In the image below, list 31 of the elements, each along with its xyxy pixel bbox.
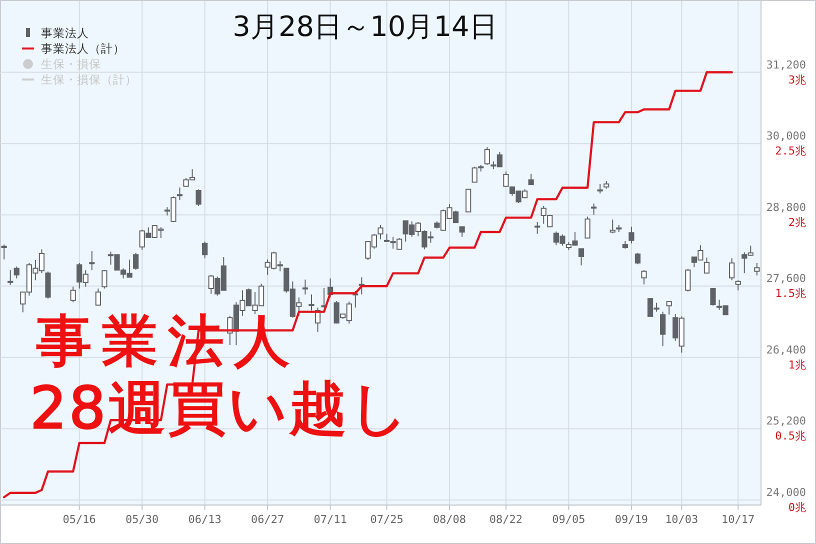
- y-tick-label: 28,800: [766, 200, 806, 214]
- x-tick-label: 07/25: [370, 513, 404, 526]
- y-tick-label: 30,000: [766, 130, 806, 143]
- y-tick-label: 25,200: [766, 414, 806, 428]
- legend-label: 生保・損保: [41, 57, 101, 71]
- y2-tick-label: 2兆: [788, 216, 806, 229]
- x-tick-label: 05/30: [126, 513, 159, 526]
- y2-tick-label: 0兆: [788, 501, 806, 514]
- y-tick-label: 31,200: [766, 58, 806, 72]
- x-tick-label: 06/27: [251, 513, 284, 526]
- y2-tick-label: 1.5兆: [775, 287, 806, 300]
- y2-tick-label: 2.5兆: [775, 144, 806, 158]
- y-tick-label: 24,000: [766, 486, 806, 499]
- x-tick-label: 08/22: [489, 513, 523, 526]
- x-tick-label: 09/19: [614, 513, 648, 526]
- x-tick-label: 09/05: [552, 513, 586, 526]
- y-tick-label: 26,400: [766, 343, 806, 356]
- x-tick-label: 08/08: [432, 513, 466, 526]
- legend-label: 生保・損保（計）: [41, 72, 137, 86]
- y-tick-label: 27,600: [766, 272, 806, 286]
- legend-label: 事業法人（計）: [41, 42, 125, 56]
- x-tick-label: 10/17: [722, 513, 755, 526]
- y2-tick-label: 3兆: [788, 73, 806, 86]
- legend-label: 事業法人: [41, 26, 89, 40]
- y2-tick-label: 1兆: [788, 358, 806, 372]
- x-tick-label: 10/03: [665, 513, 698, 526]
- x-tick-label: 05/16: [62, 513, 96, 526]
- x-tick-label: 07/11: [314, 513, 347, 526]
- x-tick-label: 06/13: [188, 513, 222, 526]
- chart-title: 3月28日～10月14日: [232, 10, 498, 43]
- y2-tick-label: 0.5兆: [775, 430, 806, 443]
